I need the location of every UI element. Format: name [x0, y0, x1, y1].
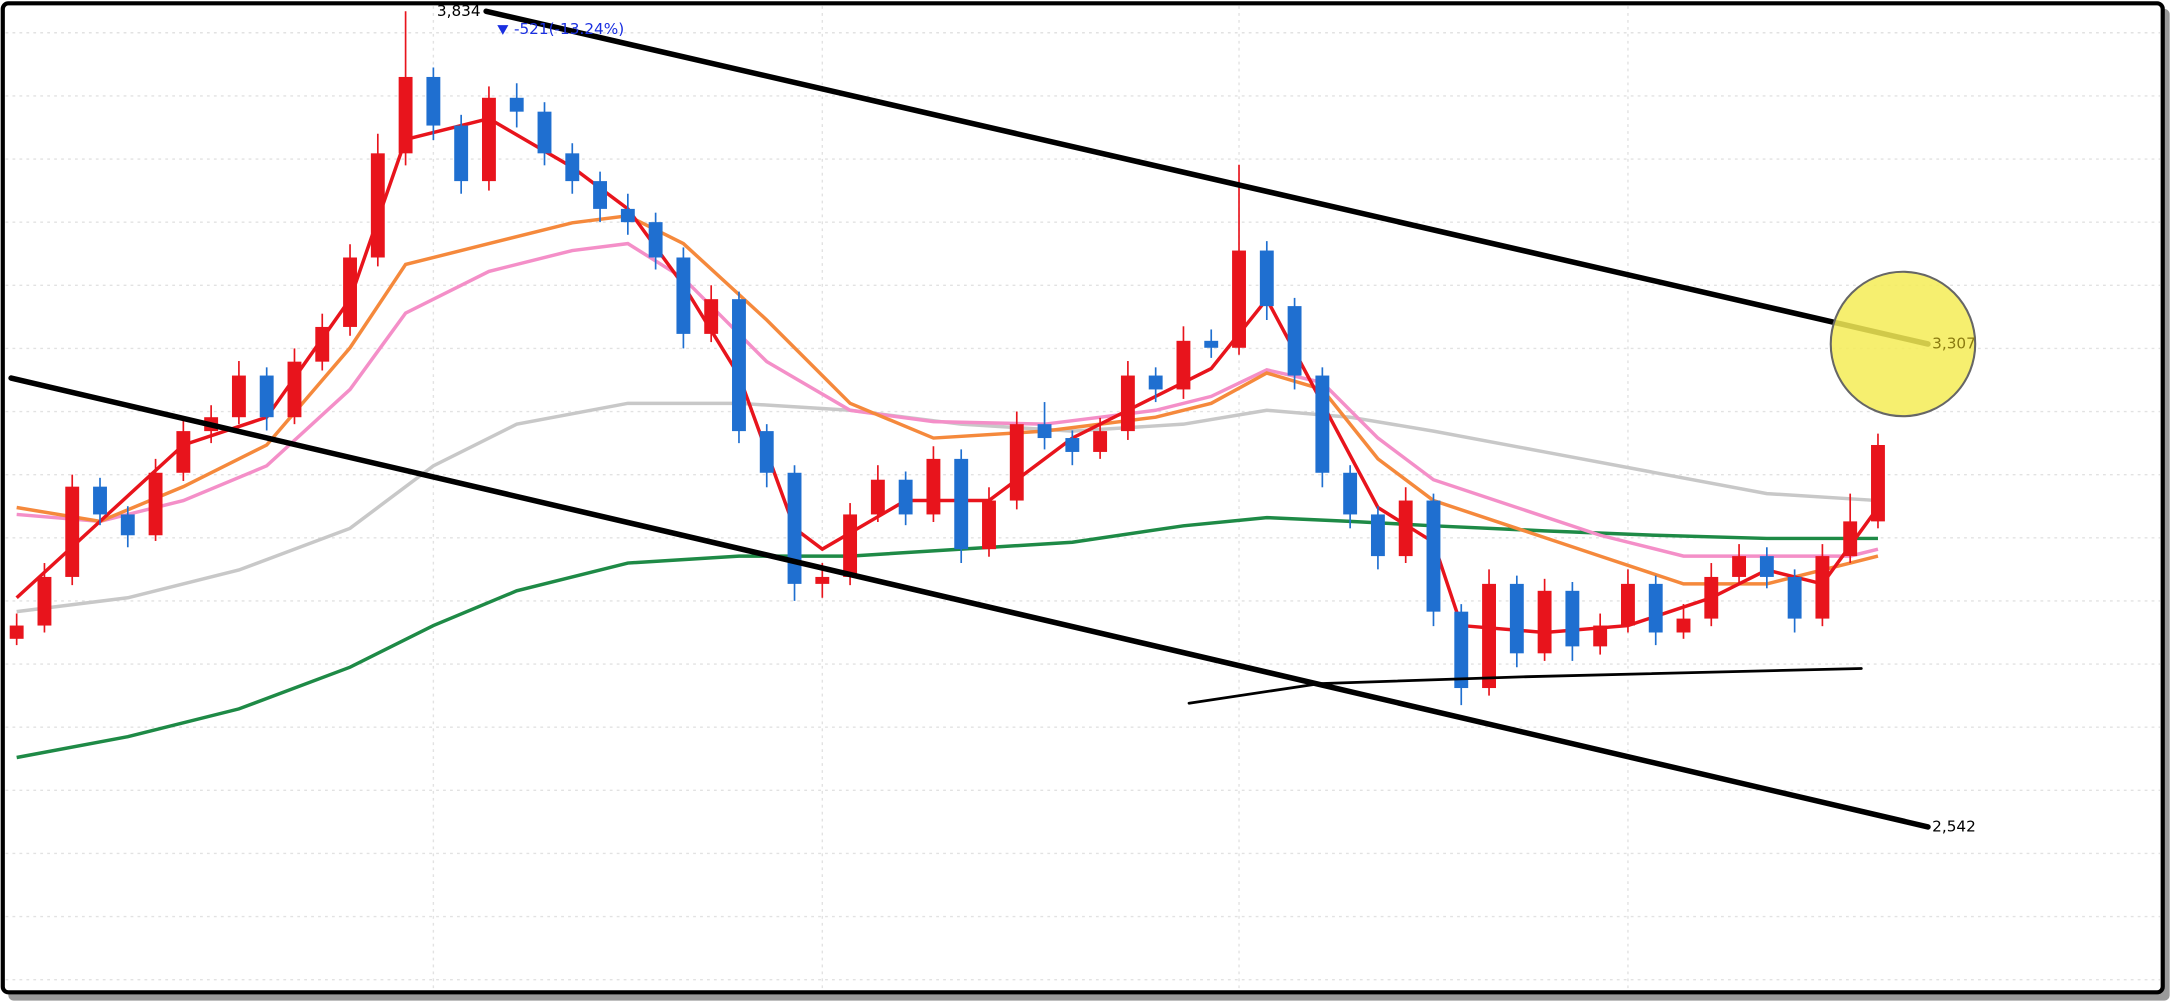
- candle-body: [65, 486, 80, 577]
- candle-body: [1482, 583, 1496, 689]
- candle-body: [1676, 618, 1691, 633]
- candle-body: [231, 375, 246, 418]
- candle-body: [259, 375, 274, 418]
- trendline-label: 3,307: [1932, 334, 1976, 352]
- annotation-marker: [497, 25, 509, 35]
- candle-body: [648, 222, 663, 258]
- candle-body: [1815, 556, 1830, 619]
- grid: [5, 6, 2160, 990]
- candle-body: [1593, 625, 1608, 647]
- candle-body: [1759, 556, 1774, 577]
- candle-body: [898, 479, 913, 515]
- trendlines: 3,834 3,307 -521(-13.24%) 2,542: [8, 2, 1977, 835]
- candle-body: [1843, 521, 1858, 557]
- candle-body: [148, 472, 163, 536]
- candle-body: [1370, 514, 1385, 557]
- candle-body: [620, 208, 635, 223]
- candle-body: [1148, 375, 1163, 390]
- candle-body: [1065, 438, 1080, 452]
- candle-body: [1537, 590, 1552, 654]
- candle-body: [1620, 583, 1635, 626]
- candle-body: [120, 514, 135, 536]
- candle-body: [1787, 576, 1802, 619]
- candle-body: [343, 257, 357, 327]
- candle-body: [1176, 340, 1191, 390]
- candle-body: [1732, 556, 1747, 577]
- candle-body: [93, 486, 107, 515]
- candle-body: [926, 458, 941, 515]
- candle-body: [1565, 590, 1580, 647]
- annotation-text: -521(-13.24%): [514, 20, 624, 38]
- candle-body: [565, 153, 580, 182]
- trendline: [1187, 667, 1863, 705]
- candle-body: [1398, 500, 1413, 557]
- candle-body: [398, 76, 413, 154]
- moving-average-line: [16, 214, 1879, 586]
- trendline-label: 2,542: [1932, 817, 1976, 835]
- trendline: [483, 8, 1931, 347]
- candles: [9, 11, 1885, 706]
- candle-body: [1704, 576, 1719, 619]
- candle-body: [1871, 444, 1885, 522]
- candle-body: [982, 500, 996, 550]
- candle-body: [676, 257, 691, 334]
- candle-body: [9, 625, 24, 639]
- candle-body: [1343, 472, 1358, 515]
- candle-body: [1315, 375, 1330, 473]
- candle-body: [759, 431, 774, 473]
- candle-body: [315, 326, 330, 362]
- candle-body: [1648, 583, 1663, 633]
- candle-body: [1426, 500, 1441, 612]
- candle-body: [287, 361, 302, 418]
- candle-body: [1037, 424, 1052, 439]
- trendline: [8, 375, 1931, 830]
- candle-body: [481, 97, 496, 182]
- candle-body: [870, 479, 885, 515]
- candle-body: [370, 153, 385, 258]
- candle-body: [1287, 306, 1302, 376]
- candle-body: [1009, 424, 1024, 501]
- candle-body: [176, 431, 191, 473]
- candle-body: [454, 125, 469, 182]
- candle-body: [815, 576, 830, 584]
- candle-body: [1232, 250, 1246, 348]
- candle-body: [1259, 250, 1274, 307]
- candle-body: [593, 181, 608, 209]
- candle-body: [1509, 583, 1524, 654]
- moving-average-line: [16, 241, 1879, 558]
- candle-body: [704, 299, 719, 334]
- candle-body: [426, 76, 441, 126]
- candle-body: [1454, 611, 1469, 689]
- candle-body: [843, 514, 858, 577]
- candle-body: [1093, 431, 1108, 452]
- candle-body: [787, 472, 802, 584]
- moving-average-line: [16, 401, 1879, 614]
- candle-body: [1204, 340, 1219, 348]
- candle-body: [37, 576, 52, 626]
- candle-body: [537, 111, 552, 154]
- candle-body: [509, 97, 524, 112]
- highlight-circle: [1829, 270, 1977, 418]
- trendline-label: 3,834: [437, 2, 481, 20]
- candle-body: [732, 299, 746, 432]
- candle-body: [1120, 375, 1135, 432]
- candle-body: [954, 458, 969, 550]
